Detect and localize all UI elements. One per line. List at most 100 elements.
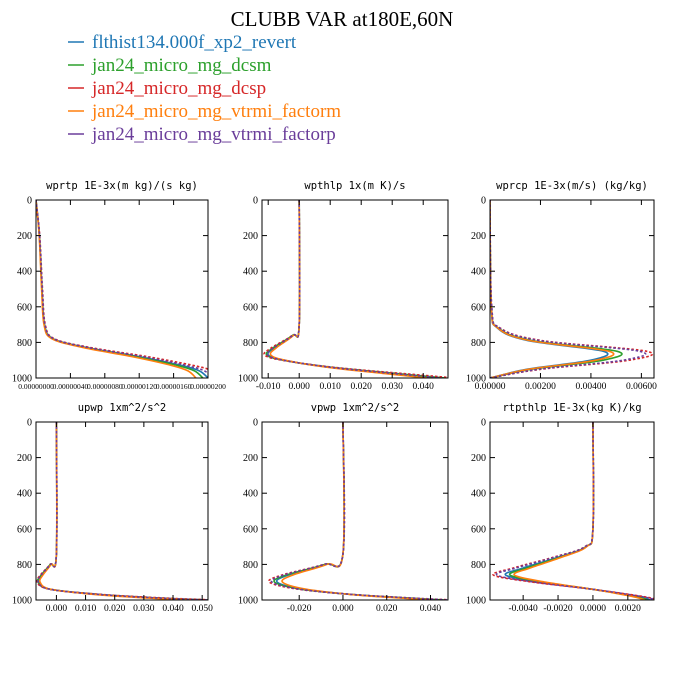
panel-frame <box>489 421 655 601</box>
y-tick-label: 600 <box>243 302 258 313</box>
y-tick-label: 1000 <box>238 596 258 607</box>
x-tick-label: 0.040 <box>413 382 435 392</box>
y-tick-label: 0 <box>27 196 32 207</box>
y-tick-label: 600 <box>471 302 486 313</box>
series-group <box>490 200 654 378</box>
x-tick-label: 0.020 <box>376 604 398 614</box>
y-tick-label: 400 <box>17 267 32 278</box>
panel: upwp 1xm^2/s^2 0 200 400 600 800 1000 0.000 0.01… <box>12 402 213 614</box>
y-tick-label: 1000 <box>466 374 486 385</box>
series-line <box>269 200 428 378</box>
panel: rtpthlp 1E-3x(kg K)/kg 0 200 400 600 800 1000 -… <box>466 402 655 614</box>
panel-title: wprcp 1E-3x(m/s) (kg/kg) <box>496 180 648 192</box>
series-group <box>492 422 654 600</box>
legend-label: jan24_micro_mg_dcsm <box>91 55 272 76</box>
series-line <box>513 422 645 600</box>
x-tick-label: 0.000 <box>289 382 311 392</box>
x-tick-label: -0.010 <box>256 382 281 392</box>
panel-title: rtpthlp 1E-3x(kg K)/kg <box>502 402 641 414</box>
x-tick-label: 0.030 <box>133 604 155 614</box>
y-tick-label: 200 <box>17 231 32 242</box>
y-tick-label: 600 <box>17 524 32 535</box>
series-line <box>36 200 208 370</box>
series-line <box>490 200 615 378</box>
figure-title: CLUBB VAR at180E,60N <box>231 7 454 31</box>
x-tick-label: 0.050 <box>191 604 213 614</box>
panel: vpwp 1xm^2/s^2 0 200 400 600 800 1000 -0.020 0.0… <box>238 402 449 614</box>
x-tick-label: 0.00000 <box>475 382 506 392</box>
x-tick-label: 0.030 <box>382 382 404 392</box>
y-tick-label: 400 <box>471 267 486 278</box>
x-tick-label: 0.00400 <box>575 382 606 392</box>
x-tick-label: 0.00000080 <box>87 382 123 391</box>
x-tick-label: 0.000 <box>46 604 68 614</box>
y-tick-label: 800 <box>17 338 32 349</box>
x-tick-label: -0.0020 <box>543 604 573 614</box>
legend-label: jan24_micro_mg_vtrmi_factorp <box>91 124 336 145</box>
y-tick-label: 600 <box>471 524 486 535</box>
series-line <box>36 200 204 378</box>
y-tick-label: 800 <box>243 338 258 349</box>
series-line <box>36 200 208 378</box>
x-tick-label: 0.0020 <box>615 604 641 614</box>
series-line <box>36 422 208 600</box>
series-line <box>38 422 193 600</box>
series-line <box>495 422 654 600</box>
series-line <box>36 422 208 600</box>
series-line <box>504 422 651 600</box>
series-line <box>36 422 208 600</box>
series-group <box>263 200 448 378</box>
panel: wprcp 1E-3x(m/s) (kg/kg) 0 200 400 600 800 100… <box>466 180 657 392</box>
y-tick-label: 1000 <box>12 596 32 607</box>
y-tick-label: 600 <box>243 524 258 535</box>
y-tick-label: 200 <box>471 453 486 464</box>
series-group <box>267 422 448 600</box>
panel: wpthlp 1x(m K)/s 0 200 400 600 800 1000-0.010 0… <box>238 180 449 392</box>
y-tick-label: 800 <box>471 338 486 349</box>
panel-title: upwp 1xm^2/s^2 <box>78 402 167 414</box>
panel-frame <box>489 199 655 379</box>
panel-frame <box>35 421 209 601</box>
panel: wprtp 1E-3x(m kg)/(s kg) 0 200 400 600 800 100… <box>12 180 226 391</box>
x-tick-label: 0.010 <box>75 604 97 614</box>
series-line <box>281 422 434 600</box>
y-tick-label: 800 <box>243 560 258 571</box>
series-line <box>508 422 648 600</box>
series-line <box>490 200 654 378</box>
panel-title: wpthlp 1x(m K)/s <box>304 180 405 192</box>
legend-entry: jan24_micro_mg_dcsp <box>68 78 266 99</box>
legend-entry: jan24_micro_mg_dcsm <box>68 55 272 76</box>
series-group <box>36 422 208 600</box>
series-line <box>36 200 197 378</box>
series-line <box>270 422 448 600</box>
legend-entry: jan24_micro_mg_vtrmi_factorp <box>68 124 336 145</box>
series-line <box>37 422 203 600</box>
x-tick-label: -0.0040 <box>509 604 539 614</box>
series-line <box>490 200 647 378</box>
y-tick-label: 200 <box>243 453 258 464</box>
y-tick-label: 200 <box>471 231 486 242</box>
series-line <box>267 200 439 378</box>
x-tick-label: 0.040 <box>162 604 184 614</box>
panel-frame <box>261 421 449 601</box>
y-tick-label: 1000 <box>12 374 32 385</box>
panel-frame <box>35 199 209 379</box>
panel-title: wprtp 1E-3x(m kg)/(s kg) <box>46 180 198 192</box>
series-line <box>263 200 448 378</box>
panel-frame <box>261 199 449 379</box>
x-tick-label: 0.000 <box>332 604 354 614</box>
series-line <box>275 422 442 600</box>
y-tick-label: 0 <box>253 196 258 207</box>
x-tick-label: 0.010 <box>320 382 342 392</box>
x-tick-label: -0.020 <box>287 604 312 614</box>
legend-label: jan24_micro_mg_dcsp <box>91 78 266 99</box>
x-tick-label: 0.00000200 <box>190 382 226 391</box>
series-line <box>265 200 446 378</box>
series-line <box>492 422 654 600</box>
x-tick-label: 0.040 <box>420 604 442 614</box>
y-tick-label: 0 <box>481 196 486 207</box>
series-line <box>36 200 208 375</box>
y-tick-label: 600 <box>17 302 32 313</box>
x-tick-label: 0.020 <box>351 382 373 392</box>
